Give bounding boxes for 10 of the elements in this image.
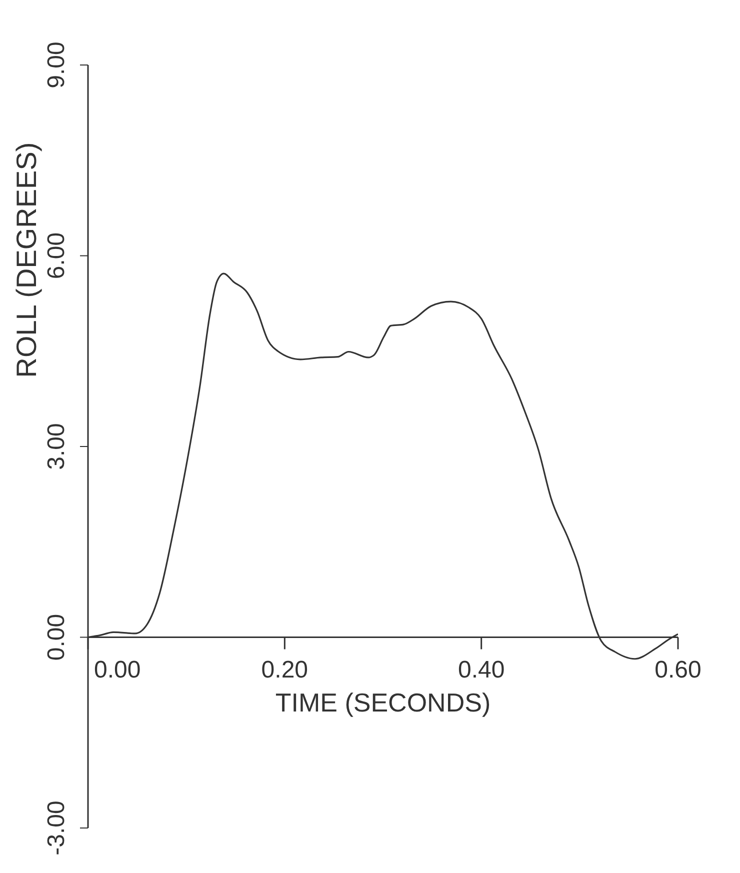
- y-tick-label: 3.00: [43, 423, 70, 470]
- y-tick-label: 6.00: [43, 232, 70, 280]
- x-tick-label: 0.00: [94, 656, 141, 684]
- y-tick-label: -3.00: [43, 800, 70, 856]
- x-tick-label: 0.20: [261, 656, 308, 684]
- x-tick-label: 0.60: [654, 656, 702, 684]
- x-axis-title: TIME (SECONDS): [275, 687, 491, 718]
- x-tick-label: 0.40: [458, 656, 505, 684]
- y-axis-title: ROLL (DEGREES): [11, 142, 42, 378]
- y-tick-label: 9.00: [43, 42, 70, 88]
